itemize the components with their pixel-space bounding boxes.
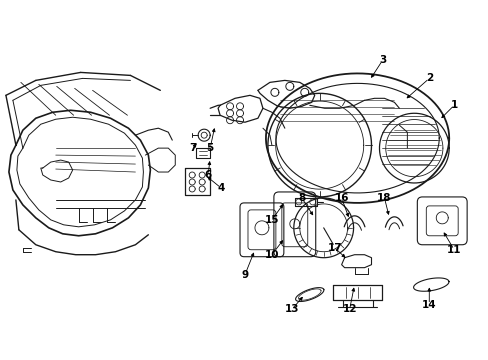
Text: 4: 4 [217,183,224,193]
Text: 11: 11 [446,245,461,255]
Text: 6: 6 [204,170,211,180]
Text: 9: 9 [241,270,248,280]
Text: 10: 10 [264,250,279,260]
Text: 2: 2 [425,73,432,84]
Text: 16: 16 [334,193,348,203]
Text: 8: 8 [298,193,305,203]
Text: 15: 15 [264,215,279,225]
Text: 14: 14 [421,300,436,310]
Text: 12: 12 [342,305,356,315]
Text: 17: 17 [326,243,341,253]
Text: 3: 3 [378,55,386,66]
Text: 18: 18 [376,193,391,203]
Text: 1: 1 [449,100,457,110]
Text: 7: 7 [189,143,197,153]
Text: 13: 13 [284,305,299,315]
Text: 5: 5 [206,143,213,153]
